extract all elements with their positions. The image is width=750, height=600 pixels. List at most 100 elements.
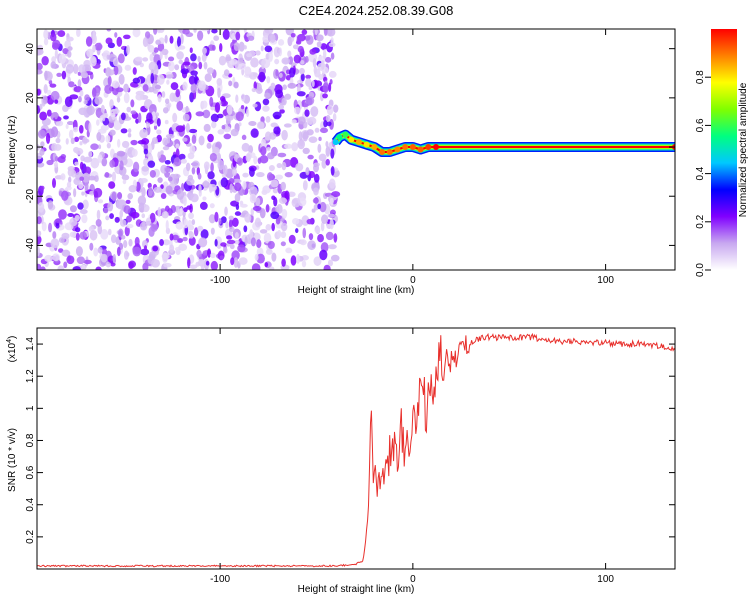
spectrogram-noise-cell — [291, 142, 299, 152]
spectrogram-noise-cell — [269, 132, 277, 140]
y-tick-label: 40 — [25, 43, 36, 55]
spectrogram-track-point — [402, 144, 409, 151]
spectrogram-noise-cell — [172, 112, 178, 123]
spectrogram-noise-cell — [67, 168, 75, 177]
spectrogram-noise-cell — [314, 68, 321, 78]
spectrogram-noise-cell — [111, 171, 117, 182]
spectrogram-noise-cell — [219, 95, 226, 102]
spectrogram-noise-cell — [157, 94, 162, 103]
spectrogram-noise-cell — [46, 159, 54, 166]
y-tick-label: 0 — [25, 144, 36, 150]
spectrogram-noise-cell — [320, 221, 325, 232]
spectrogram-noise-cell — [317, 203, 321, 210]
spectrogram-noise-cell — [77, 202, 84, 210]
spectrogram-noise-cell — [141, 137, 150, 145]
spectrogram-noise-cell — [78, 181, 84, 190]
spectrogram-noise-cell — [306, 129, 314, 136]
spectrogram-noise-cell — [198, 80, 206, 92]
spectrogram-noise-cell — [103, 207, 109, 214]
spectrogram-noise-cell — [261, 138, 266, 146]
spectrogram-noise-cell — [209, 96, 214, 107]
spectrogram-noise-cell — [316, 41, 322, 48]
spectrogram-noise-cell — [224, 206, 228, 216]
spectrogram-noise-cell — [109, 129, 116, 136]
spectrogram-noise-cell — [123, 240, 128, 249]
spectrogram-noise-cell — [229, 183, 234, 194]
spectrogram-noise-cell — [92, 30, 96, 41]
spectrogram-noise-cell — [281, 97, 287, 106]
spectrogram-noise-cell — [281, 208, 288, 219]
spectrogram-noise-cell — [157, 206, 162, 218]
spectrogram-noise-cell — [249, 229, 254, 240]
spectrogram-noise-cell — [169, 233, 174, 241]
spectrogram-noise-cell — [63, 261, 68, 269]
spectrogram-noise-cell — [207, 171, 215, 180]
spectrogram-noise-cell — [61, 249, 71, 257]
spectrogram-noise-cell — [314, 127, 320, 133]
spectrogram-noise-cell — [140, 248, 150, 256]
spectrogram-noise-cell — [113, 65, 119, 76]
spectrogram-noise-cell — [40, 215, 44, 225]
spectrogram-noise-cell — [159, 208, 167, 213]
spectrogram-noise-cell — [206, 142, 212, 149]
spectrogram-noise-cell — [187, 219, 192, 228]
spectrogram-noise-cell — [97, 144, 102, 150]
spectrogram-noise-cell — [178, 153, 186, 160]
spectrogram-noise-cell — [164, 119, 169, 125]
spectrogram-noise-cell — [123, 92, 130, 104]
spectrogram-panel: -100 0 100 -40 -20 0 20 40 Height of straight l… — [7, 28, 676, 296]
spectrogram-noise-cell — [233, 81, 239, 89]
spectrogram-noise-cell — [203, 123, 211, 133]
spectrogram-noise-cell — [290, 32, 296, 38]
spectrogram-noise-cell — [249, 193, 257, 204]
x-tick-label: 0 — [410, 275, 416, 286]
spectrogram-noise-cell — [242, 180, 247, 190]
spectrogram-noise-cell — [109, 213, 114, 219]
spectrogram-noise-cell — [182, 137, 188, 142]
spectrogram-noise-cell — [326, 104, 334, 116]
spectrogram-noise-cell — [132, 67, 137, 75]
spectrogram-noise-cell — [170, 82, 179, 91]
spectrogram-noise-cell — [181, 182, 185, 192]
spectrogram-noise-cell — [53, 161, 59, 168]
spectrogram-noise-cell — [161, 252, 170, 260]
spectrogram-noise-cell — [217, 87, 221, 98]
spectrogram-noise-cell — [307, 154, 314, 160]
spectrogram-noise-cell — [300, 73, 305, 82]
spectrogram-noise-cell — [320, 127, 329, 134]
figure-title: C2E4.2024.252.08.39.G08 — [299, 3, 454, 18]
spectrogram-noise-cell — [81, 264, 87, 270]
spectrogram-noise-cell — [112, 87, 119, 96]
spectrogram-noise-cell — [154, 64, 159, 76]
spectrogram-noise-cell — [208, 214, 216, 224]
colorbar-tick-label: 0.4 — [695, 166, 706, 180]
spectrogram-noise-cell — [238, 41, 245, 52]
spectrogram-noise-cell — [175, 143, 180, 149]
spectrogram-noise-cell — [198, 258, 205, 267]
spectrogram-noise-cell — [264, 262, 269, 268]
spectrogram-noise-cell — [281, 129, 288, 141]
spectrogram-noise-cell — [319, 249, 328, 261]
spectrogram-noise-cell — [188, 231, 194, 239]
spectrogram-noise-cell — [293, 54, 302, 64]
spectrogram-noise-cell — [88, 122, 92, 133]
spectrogram-noise-cell — [214, 239, 218, 247]
spectrogram-noise-cell — [37, 246, 41, 257]
spectrogram-noise-cell — [62, 47, 69, 55]
spectrogram-noise-cell — [306, 218, 314, 225]
spectrogram-noise-cell — [329, 218, 334, 230]
spectrogram-noise-cell — [130, 99, 135, 108]
spectrogram-noise-cell — [66, 181, 72, 188]
spectrogram-noise-cell — [100, 229, 109, 240]
spectrogram-noise-cell — [148, 86, 155, 93]
spectrogram-noise-cell — [160, 184, 164, 190]
spectrogram-noise-cell — [305, 74, 312, 79]
spectrogram-noise-cell — [235, 31, 241, 41]
spectrogram-noise-cell — [44, 254, 53, 263]
spectrogram-noise-cell — [157, 177, 163, 184]
spectrogram-noise-cell — [65, 138, 69, 145]
spectrogram-noise-cell — [55, 137, 61, 144]
spectrogram-noise-cell — [67, 213, 75, 218]
spectrogram-noise-cell — [37, 202, 45, 213]
spectrogram-noise-cell — [202, 109, 211, 119]
